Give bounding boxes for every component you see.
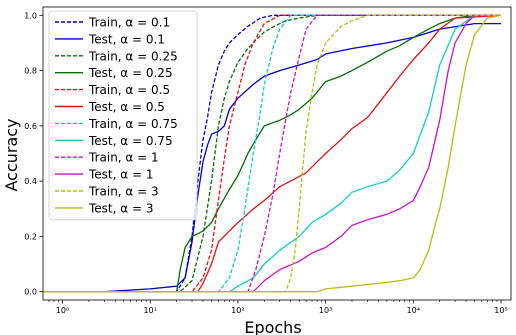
series-line-0 xyxy=(43,14,501,293)
y-tick-label: 0.4 xyxy=(24,177,37,186)
y-tick-label: 0.2 xyxy=(24,232,37,241)
legend-entry-8: Train, α = 1 xyxy=(88,151,159,165)
x-tick-label: 10³ xyxy=(319,306,332,315)
y-axis-label: Accuracy xyxy=(2,118,21,191)
legend-entry-11: Test, α = 3 xyxy=(88,201,154,215)
y-tick-label: 0.0 xyxy=(24,288,37,297)
series-line-6 xyxy=(43,14,501,293)
legend-entry-1: Test, α = 0.1 xyxy=(88,32,165,46)
series-line-8 xyxy=(43,14,501,293)
series-line-1 xyxy=(43,22,501,293)
legend-entry-10: Train, α = 3 xyxy=(88,185,159,199)
series-line-11 xyxy=(43,14,502,293)
series-line-4 xyxy=(43,14,501,293)
x-tick-label: 10² xyxy=(231,306,244,315)
x-tick-label: 10⁵ xyxy=(494,306,507,315)
legend-entry-4: Train, α = 0.5 xyxy=(88,83,170,97)
series-line-7 xyxy=(43,14,501,293)
legend-entry-3: Test, α = 0.25 xyxy=(88,66,173,80)
series-layer xyxy=(43,14,502,293)
series-line-2 xyxy=(43,14,501,293)
x-axis-label: Epochs xyxy=(244,318,301,335)
y-tick-label: 0.8 xyxy=(24,67,37,76)
legend: Train, α = 0.1 Test, α = 0.1 Train, α = 0.… xyxy=(48,10,198,221)
legend-entry-2: Train, α = 0.25 xyxy=(88,49,178,63)
legend-entry-9: Test, α = 1 xyxy=(88,168,154,182)
series-line-3 xyxy=(43,14,501,293)
y-tick-label: 1.0 xyxy=(24,11,37,20)
series-line-10 xyxy=(43,14,501,293)
series-line-5 xyxy=(43,14,502,293)
legend-entry-0: Train, α = 0.1 xyxy=(88,16,170,30)
x-tick-label: 10¹ xyxy=(143,306,156,315)
legend-entry-7: Test, α = 0.75 xyxy=(88,134,173,148)
ticks-layer: 10⁰ 10¹ 10² 10³ 10⁴ 10⁵ 0.0 0.2 0.4 0.6 0.8 1.0 xyxy=(24,11,507,315)
x-tick-label: 10⁴ xyxy=(407,306,420,315)
legend-entry-5: Test, α = 0.5 xyxy=(88,100,165,114)
y-tick-label: 0.6 xyxy=(24,122,37,131)
legend-box xyxy=(48,10,198,221)
x-tick-label: 10⁰ xyxy=(56,306,69,315)
legend-entry-6: Train, α = 0.75 xyxy=(88,117,178,131)
series-line-9 xyxy=(43,14,501,293)
plot-frame xyxy=(42,6,512,301)
